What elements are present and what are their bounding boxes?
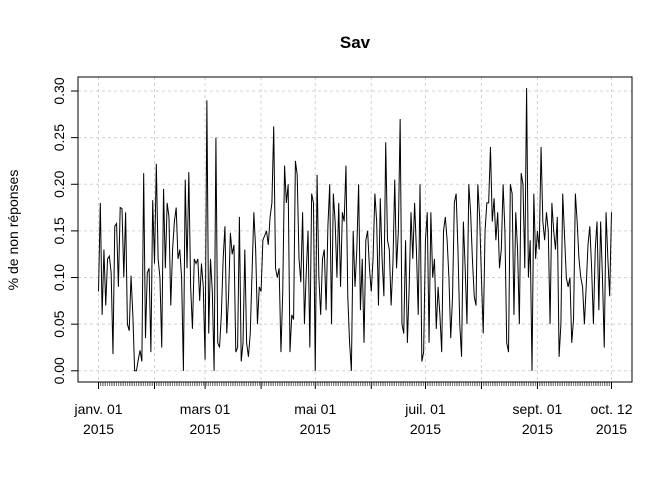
y-tick-label: 0.10 bbox=[51, 264, 67, 291]
x-tick-label-line: juil. 01 bbox=[404, 401, 446, 417]
x-tick-label: sept. 01 2015 bbox=[513, 401, 563, 437]
y-axis-label: % de non réponses bbox=[5, 170, 21, 291]
x-tick-label-line: janv. 01 bbox=[74, 401, 123, 417]
y-tick-label: 0.20 bbox=[51, 170, 67, 197]
y-tick-label: 0.15 bbox=[51, 217, 67, 244]
y-tick-label: 0.05 bbox=[51, 310, 67, 337]
x-tick-label: janv. 01 2015 bbox=[74, 401, 123, 437]
x-tick-label-line: 2015 bbox=[596, 421, 627, 437]
x-tick-label-line: mai 01 bbox=[294, 401, 336, 417]
x-tick-label-line: 2015 bbox=[522, 421, 553, 437]
y-tick-label: 0.00 bbox=[51, 357, 67, 384]
x-tick-label: mai 01 2015 bbox=[294, 401, 336, 437]
x-tick-label-line: 2015 bbox=[190, 421, 221, 437]
x-tick-label-line: mars 01 bbox=[180, 401, 231, 417]
x-tick-label: juil. 01 2015 bbox=[404, 401, 446, 437]
data-line bbox=[98, 88, 612, 372]
y-tick-label: 0.25 bbox=[51, 124, 67, 151]
x-tick-label-line: 2015 bbox=[300, 421, 331, 437]
x-tick-label-line: 2015 bbox=[83, 421, 114, 437]
x-tick-label: mars 01 2015 bbox=[180, 401, 231, 437]
plot-box bbox=[77, 76, 633, 383]
x-tick-label-line: sept. 01 bbox=[513, 401, 563, 417]
y-tick-label: 0.30 bbox=[51, 77, 67, 104]
x-tick-label: oct. 12 2015 bbox=[590, 401, 632, 437]
chart-title: Sav bbox=[340, 33, 371, 52]
x-tick-label-line: 2015 bbox=[410, 421, 441, 437]
x-tick-label-line: oct. 12 bbox=[590, 401, 632, 417]
